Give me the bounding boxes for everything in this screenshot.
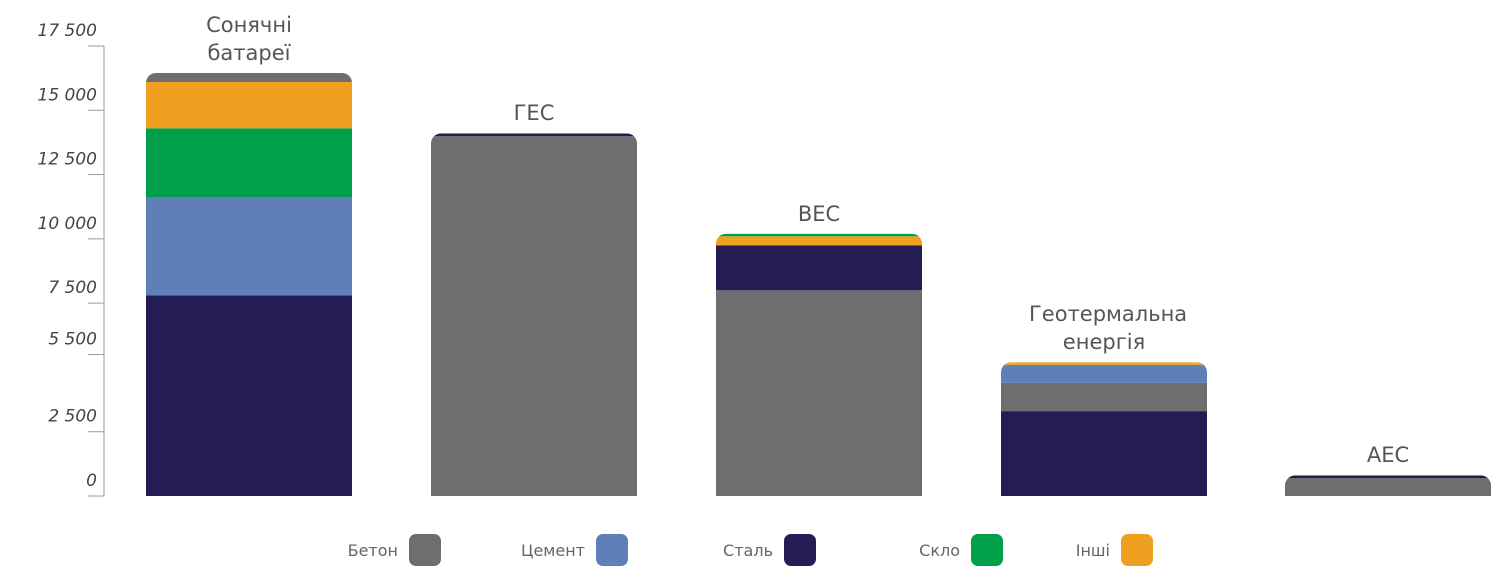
bar-segment: [1001, 411, 1207, 496]
category-label: ВЕС: [797, 201, 841, 226]
bar-segment: [146, 197, 352, 296]
bar-segment: [1001, 364, 1207, 383]
legend-swatch: [409, 534, 441, 566]
bar-group: [1001, 362, 1207, 496]
legend-label: Сталь: [723, 541, 773, 560]
legend-swatch: [596, 534, 628, 566]
bar-segment: [1001, 362, 1207, 365]
bar-segment: [146, 295, 352, 496]
bar-segment: [716, 290, 922, 496]
bar-segment: [146, 128, 352, 198]
bar-group: [431, 133, 637, 496]
bar-segment: [716, 236, 922, 246]
bar-segment: [716, 233, 922, 237]
category-label: ГЕС: [513, 101, 555, 126]
y-tick-label: 10 000: [38, 214, 97, 234]
legend-swatch: [1121, 534, 1153, 566]
category-label: Геотермальна енергія: [1029, 302, 1188, 355]
bar-segment: [1285, 475, 1491, 478]
bar-segment: [431, 136, 637, 496]
bar-segment: [431, 133, 637, 136]
category-label: АЕС: [1366, 443, 1410, 468]
legend-label: Бетон: [348, 541, 398, 560]
legend-swatch: [784, 534, 816, 566]
y-tick-label: 12 500: [38, 150, 97, 170]
legend-label: Цемент: [521, 541, 585, 560]
bar-group: [146, 73, 352, 496]
y-tick-label: 7 500: [48, 278, 97, 298]
y-tick-label: 2 500: [48, 407, 97, 427]
bar-segment: [716, 245, 922, 291]
y-tick-label: 0: [86, 471, 97, 491]
y-tick-label: 15 000: [38, 85, 97, 105]
bar-group: [716, 233, 922, 496]
legend-label: Скло: [919, 541, 960, 560]
y-tick-label: 5 500: [48, 330, 97, 350]
bar-segment: [1285, 478, 1491, 496]
legend-swatch: [971, 534, 1003, 566]
bar-segment: [146, 82, 352, 129]
bar-group: [1285, 475, 1491, 496]
bar-segment: [1001, 382, 1207, 412]
y-tick-label: 17 500: [38, 21, 97, 41]
legend-label: Інші: [1076, 541, 1110, 560]
category-label: Сонячні батареї: [206, 13, 292, 65]
bar-segment: [146, 73, 352, 82]
